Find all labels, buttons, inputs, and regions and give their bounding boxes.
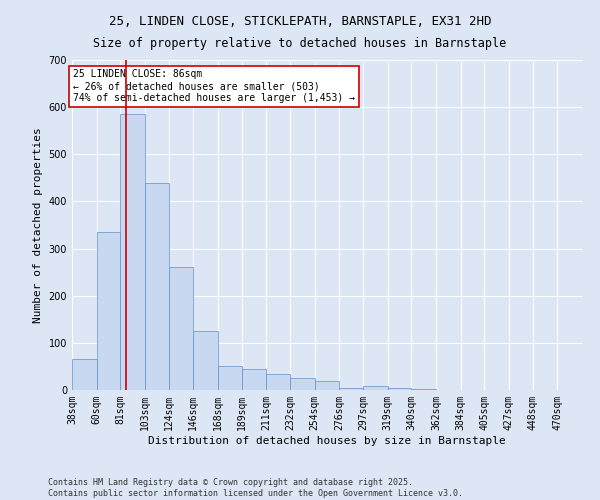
Bar [169,268,193,390]
Text: Size of property relative to detached houses in Barnstaple: Size of property relative to detached ho… [94,38,506,51]
Bar [411,388,436,390]
Bar [388,388,411,390]
Text: 25, LINDEN CLOSE, STICKLEPATH, BARNSTAPLE, EX31 2HD: 25, LINDEN CLOSE, STICKLEPATH, BARNSTAPL… [109,15,491,28]
Text: Contains HM Land Registry data © Crown copyright and database right 2025.
Contai: Contains HM Land Registry data © Crown c… [48,478,463,498]
Bar [340,388,363,390]
Bar [266,374,290,390]
Bar [314,380,340,390]
Bar [121,114,145,390]
Bar [218,366,242,390]
Bar [242,369,266,390]
Text: 25 LINDEN CLOSE: 86sqm
← 26% of detached houses are smaller (503)
74% of semi-de: 25 LINDEN CLOSE: 86sqm ← 26% of detached… [73,70,355,102]
Bar [72,360,97,390]
Bar [97,232,121,390]
Bar [363,386,388,390]
Bar [145,182,169,390]
Bar [290,378,314,390]
Bar [193,331,218,390]
Y-axis label: Number of detached properties: Number of detached properties [33,127,43,323]
X-axis label: Distribution of detached houses by size in Barnstaple: Distribution of detached houses by size … [148,436,506,446]
